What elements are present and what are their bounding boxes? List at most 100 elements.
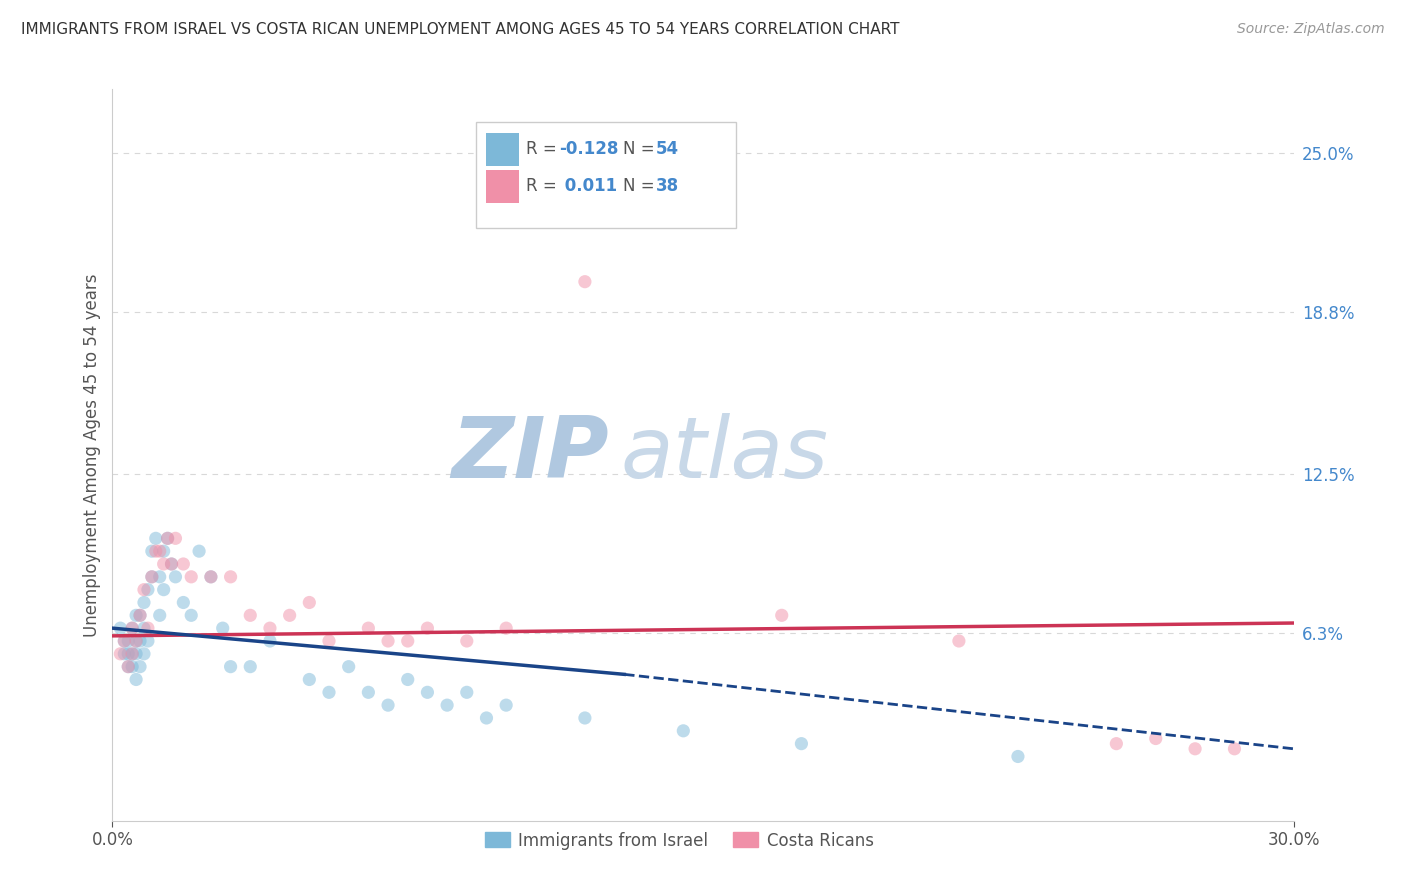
Point [121,621,143,635]
Point [160,557,183,571]
Point [121,647,143,661]
Point [436,698,458,713]
Point [259,621,281,635]
Point [141,544,163,558]
Point [377,698,399,713]
Text: 0.011: 0.011 [560,177,617,194]
Text: R =: R = [526,177,562,194]
Point [357,685,380,699]
Bar [477,122,737,228]
Point [125,608,148,623]
Point [152,582,174,597]
Point [239,659,262,673]
Text: N =: N = [623,140,659,158]
Point [337,659,360,673]
Point [219,570,242,584]
Point [239,608,262,623]
Point [318,634,340,648]
Point [172,557,194,571]
Point [165,570,187,584]
Text: R =: R = [526,140,562,158]
Point [456,634,478,648]
Point [948,634,970,648]
Point [200,570,222,584]
Point [416,685,439,699]
Point [298,673,321,687]
Point [1007,749,1029,764]
Point [121,659,143,673]
Point [117,659,139,673]
Point [112,634,135,648]
Point [574,275,596,289]
Point [136,634,159,648]
Point [145,532,167,546]
Point [396,673,419,687]
Point [152,544,174,558]
Point [121,647,143,661]
Point [180,608,202,623]
Point [165,532,187,546]
Text: IMMIGRANTS FROM ISRAEL VS COSTA RICAN UNEMPLOYMENT AMONG AGES 45 TO 54 YEARS COR: IMMIGRANTS FROM ISRAEL VS COSTA RICAN UN… [21,22,900,37]
Point [141,570,163,584]
Point [200,570,222,584]
Point [149,608,172,623]
Point [129,634,152,648]
Text: Source: ZipAtlas.com: Source: ZipAtlas.com [1237,22,1385,37]
Point [125,634,148,648]
Point [125,673,148,687]
Text: atlas: atlas [620,413,828,497]
Point [110,621,132,635]
Point [156,532,179,546]
Point [790,737,813,751]
Point [132,621,155,635]
Point [259,634,281,648]
Point [211,621,233,635]
Text: ZIP: ZIP [451,413,609,497]
Point [219,659,242,673]
Point [136,582,159,597]
Point [125,634,148,648]
Point [495,621,517,635]
Point [1223,741,1246,756]
Text: 54: 54 [655,140,679,158]
Point [141,570,163,584]
Point [129,659,152,673]
Point [456,685,478,699]
Point [145,544,167,558]
Point [132,582,155,597]
Point [172,595,194,609]
Point [132,647,155,661]
Point [156,532,179,546]
Point [770,608,793,623]
Bar [485,133,519,166]
Bar [485,169,519,202]
Point [125,647,148,661]
Text: N =: N = [623,177,659,194]
Point [278,608,301,623]
Point [188,544,211,558]
Point [495,698,517,713]
Text: 38: 38 [655,177,679,194]
Point [136,621,159,635]
Point [112,634,135,648]
Point [117,659,139,673]
Point [416,621,439,635]
Point [149,570,172,584]
Point [180,570,202,584]
Point [1184,741,1206,756]
Point [318,685,340,699]
Point [152,557,174,571]
Point [298,595,321,609]
Point [1144,731,1167,746]
Point [129,608,152,623]
Point [149,544,172,558]
Point [1105,737,1128,751]
Text: -0.128: -0.128 [560,140,619,158]
Point [475,711,498,725]
Point [117,634,139,648]
Point [129,608,152,623]
Point [574,711,596,725]
Point [672,723,695,738]
Y-axis label: Unemployment Among Ages 45 to 54 years: Unemployment Among Ages 45 to 54 years [83,273,101,637]
Point [357,621,380,635]
